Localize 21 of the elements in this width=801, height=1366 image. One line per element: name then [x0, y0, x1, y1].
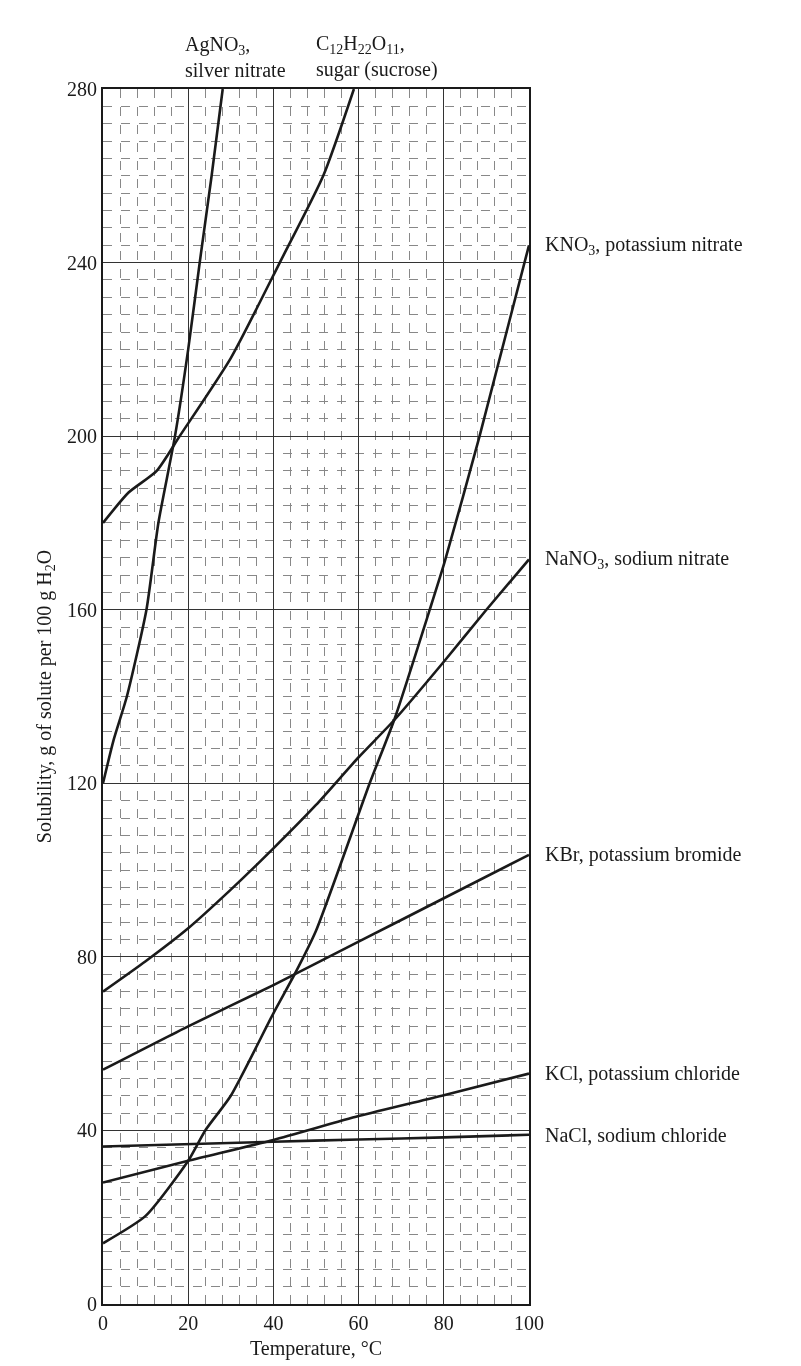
x-tick-label: 40: [263, 1312, 284, 1334]
series-label: KNO$_{3}$, potassium nitrate: [545, 233, 743, 259]
series-label: NaNO$_{3}$, sodium nitrate: [545, 547, 730, 573]
x-tick-label: 20: [178, 1312, 199, 1334]
y-tick-label: 280: [67, 78, 97, 100]
y-tick-label: 80: [77, 945, 97, 968]
y-tick-label: 120: [67, 772, 97, 795]
y-tick-label: 200: [67, 425, 97, 448]
x-tick-label: 80: [433, 1312, 454, 1334]
x-tick-label: 100: [514, 1312, 544, 1334]
x-tick-label: 60: [348, 1312, 369, 1334]
x-axis-title: Temperature, °C: [249, 1337, 383, 1360]
series-label: AgNO$_{3}$, silver nitrate: [185, 33, 286, 81]
series-label: C$_{12}$H$_{22}$O$_{11}$, sugar (sucrose): [316, 32, 438, 81]
series-label: KCl, potassium chloride: [545, 1062, 741, 1085]
series-label: NaCl, sodium chloride: [545, 1124, 727, 1146]
y-tick-label: 40: [77, 1119, 97, 1142]
y-tick-label: 0: [87, 1293, 97, 1315]
y-tick-label: 160: [67, 598, 97, 621]
y-tick-label: 240: [67, 251, 97, 274]
series-label: KBr, potassium bromide: [545, 843, 742, 866]
